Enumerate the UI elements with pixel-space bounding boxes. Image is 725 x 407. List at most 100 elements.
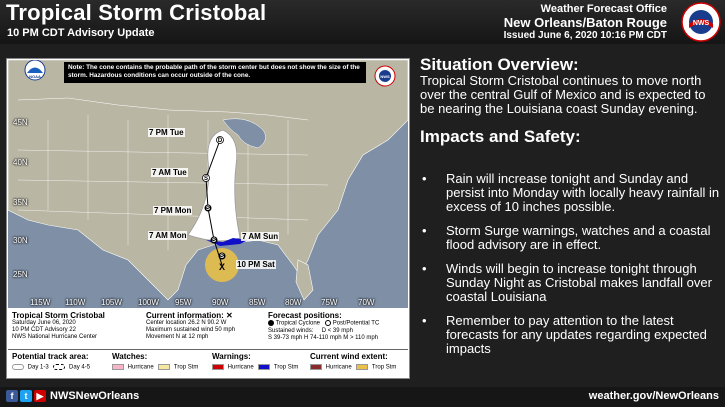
cone-note: Note: The cone contains the probable pat…	[64, 62, 366, 83]
nws-map-logo: NWS	[374, 65, 396, 87]
legend-storm-date: Saturday June 06, 2020	[12, 320, 76, 326]
track-label-7pm-mon: 7 PM Mon	[153, 206, 193, 215]
legend-current-location: Center location 26.2 N 90.2 W	[146, 320, 227, 326]
warning-trop-swatch	[258, 364, 271, 370]
legend-current-wind: Maximum sustained wind 50 mph	[146, 327, 236, 333]
situation-title: Situation Overview:	[420, 55, 579, 74]
lon-label: 90W	[212, 298, 229, 307]
lon-label: 110W	[65, 298, 86, 307]
youtube-icon[interactable]: ▶	[34, 390, 46, 402]
tropical-cyclone-icon	[268, 320, 274, 326]
lon-label: 75W	[321, 298, 338, 307]
legend-storm-name: Tropical Storm Cristobal	[12, 311, 105, 320]
social-handle[interactable]: NWSNewOrleans	[50, 390, 140, 402]
noaa-logo: NOAA	[24, 60, 46, 81]
track-point-label: D	[218, 138, 223, 144]
track-label-10pm-sat: 10 PM Sat	[236, 260, 276, 269]
lon-label: 70W	[358, 298, 375, 307]
lon-label: 105W	[101, 298, 122, 307]
legend-storm-center: NWS National Hurricane Center	[12, 334, 98, 340]
legend-day-1-3: Day 1-3	[27, 364, 49, 371]
current-info: Current information: ✕ Center location 2…	[146, 311, 266, 341]
lat-label: 45N	[13, 118, 28, 127]
track-area-legend: Potential track area: Day 1-3 Day 4-5	[12, 352, 102, 372]
impacts-title: Impacts and Safety:	[420, 127, 581, 146]
track-point-label: S	[206, 206, 210, 212]
lat-label: 25N	[13, 270, 28, 279]
legend-warnings-title: Warnings:	[212, 352, 251, 361]
legend-wind-trop: Trop Stm	[371, 364, 397, 371]
warning-hurricane-swatch	[212, 364, 224, 370]
legend-forecast-post: Post/Potential TC	[332, 320, 380, 327]
lon-label: 80W	[285, 298, 302, 307]
legend-forecast-h: H 74-110 mph	[304, 334, 342, 341]
legend-warning-trop: Trop Stm	[273, 364, 299, 371]
track-label-7am-sun: 7 AM Sun	[241, 232, 280, 241]
warnings-legend: Warnings: Hurricane Trop Stm	[212, 352, 307, 372]
watch-hurricane-swatch	[112, 364, 124, 370]
legend-forecast-winds-row1: Sustained winds: D < 39 mph	[268, 328, 406, 335]
issued-time: Issued June 6, 2020 10:16 PM CDT	[503, 30, 667, 41]
lat-label: 35N	[13, 198, 28, 207]
nws-map-logo-text: NWS	[380, 74, 390, 79]
lon-label: 115W	[30, 298, 51, 307]
office-name-line: Weather Forecast Office	[540, 3, 667, 15]
track-point-label: S	[204, 176, 208, 182]
twitter-icon[interactable]: t	[20, 390, 32, 402]
page-subtitle: 10 PM CDT Advisory Update	[7, 27, 155, 39]
legend-watch-trop: Trop Stm	[173, 364, 199, 371]
impacts-list: Rain will increase tonight and Sunday an…	[420, 172, 720, 366]
legend-warning-hurricane: Hurricane	[227, 364, 254, 371]
legend-forecast-tc: Tropical Cyclone	[275, 320, 321, 327]
legend-forecast-d: D < 39 mph	[321, 327, 353, 334]
list-item: Storm Surge warnings, watches and a coas…	[420, 224, 720, 252]
legend-watches-title: Watches:	[112, 352, 148, 361]
watch-trop-swatch	[158, 364, 171, 370]
nws-logo: NWS	[681, 2, 721, 42]
footer-bar: f t ▶ NWSNewOrleans weather.gov/NewOrlea…	[0, 387, 725, 407]
office-location: New Orleans/Baton Rouge	[503, 15, 667, 30]
track-point-label: S	[220, 254, 224, 260]
legend-storm-advisory: 10 PM CDT Advisory 22	[12, 327, 76, 333]
list-item: Rain will increase tonight and Sunday an…	[420, 172, 720, 214]
situation-body: Tropical Storm Cristobal continues to mo…	[420, 73, 706, 116]
noaa-logo-text: NOAA	[29, 74, 41, 79]
lon-label: 85W	[249, 298, 266, 307]
legend-current-title: Current information: ✕	[146, 311, 233, 320]
post-tc-icon	[325, 320, 332, 326]
current-position-marker: X	[219, 262, 225, 272]
track-label-7am-mon: 7 AM Mon	[148, 231, 188, 240]
header-bar: Tropical Storm Cristobal 10 PM CDT Advis…	[0, 0, 725, 44]
lon-label: 95W	[175, 298, 192, 307]
day-1-3-swatch	[12, 364, 24, 370]
legend-wind-hurricane: Hurricane	[325, 364, 352, 371]
storm-info: Tropical Storm Cristobal Saturday June 0…	[12, 311, 132, 341]
legend-forecast-s: S 39-73 mph	[268, 334, 303, 341]
list-item: Winds will begin to increase tonight thr…	[420, 262, 720, 304]
lon-label: 100W	[138, 298, 159, 307]
watches-legend: Watches: Hurricane Trop Stm	[112, 352, 207, 372]
legend-wind-extent-title: Current wind extent:	[310, 352, 388, 361]
lat-label: 30N	[13, 236, 28, 245]
legend-forecast-title: Forecast positions:	[268, 311, 342, 320]
legend-current-movement: Movement N at 12 mph	[146, 334, 209, 340]
map-legend: Tropical Storm Cristobal Saturday June 0…	[8, 309, 408, 378]
legend-watch-hurricane: Hurricane	[127, 364, 154, 371]
office-info: Weather Forecast Office New Orleans/Bato…	[504, 3, 667, 41]
legend-forecast-m: M > 110 mph	[343, 334, 379, 341]
forecast-map: D S S S S X NOAA NWS Note: T	[8, 60, 408, 308]
forecast-positions: Forecast positions: Tropical Cyclone Pos…	[268, 311, 406, 342]
page-title: Tropical Storm Cristobal	[6, 0, 267, 25]
storm-graphic-panel: D S S S S X NOAA NWS Note: T	[6, 58, 410, 379]
nws-logo-text: NWS	[693, 20, 710, 27]
legend-forecast-winds-row2: S 39-73 mph H 74-110 mph M > 110 mph	[268, 335, 406, 342]
day-4-5-swatch	[53, 364, 66, 370]
legend-forecast-sustained: Sustained winds:	[268, 327, 314, 334]
website-link[interactable]: weather.gov/NewOrleans	[588, 390, 719, 402]
situation-overview: Situation Overview: Tropical Storm Crist…	[420, 56, 720, 146]
legend-track-area-title: Potential track area:	[12, 352, 89, 361]
legend-day-4-5: Day 4-5	[69, 364, 91, 371]
facebook-icon[interactable]: f	[6, 390, 18, 402]
legend-divider	[8, 349, 408, 350]
wind-trop-swatch	[356, 364, 369, 370]
